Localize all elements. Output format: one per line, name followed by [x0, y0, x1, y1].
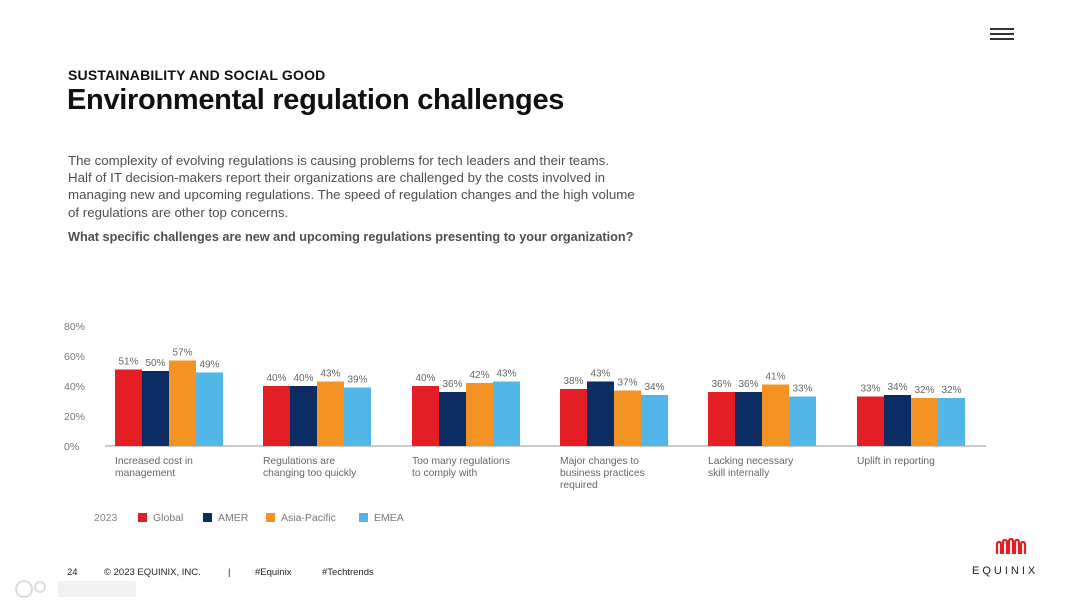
bar-value-label: 43% [590, 369, 610, 380]
bar-value-label: 41% [765, 372, 785, 383]
category-label: changing too quickly [263, 468, 357, 479]
bar-value-label: 43% [496, 369, 516, 380]
bar-emea-5 [938, 398, 965, 446]
bar-value-label: 34% [644, 382, 664, 393]
y-tick-label: 80% [64, 321, 85, 333]
bar-amer-1 [290, 386, 317, 446]
bar-value-label: 33% [792, 384, 812, 395]
category-label: Major changes to [560, 456, 639, 467]
page-number: 24 [67, 567, 78, 578]
category-label: skill internally [708, 468, 770, 479]
category-label: Regulations are [263, 456, 335, 467]
bar-asia-pacific-3 [614, 390, 641, 446]
category-label: management [115, 468, 175, 479]
bar-amer-4 [735, 392, 762, 446]
bar-value-label: 36% [442, 379, 462, 390]
page-title: Environmental regulation challenges [67, 84, 565, 116]
bar-value-label: 34% [887, 382, 907, 393]
bar-asia-pacific-5 [911, 398, 938, 446]
body-copy: The complexity of evolving regulations i… [68, 153, 635, 220]
bar-value-label: 43% [320, 369, 340, 380]
copyright: © 2023 EQUINIX, INC. [104, 567, 201, 578]
bar-value-label: 39% [347, 375, 367, 386]
legend-swatch-amer [203, 513, 212, 522]
category-label: Too many regulations [412, 456, 510, 467]
y-tick-label: 0% [64, 441, 79, 453]
legend-label: EMEA [374, 512, 404, 524]
bar-value-label: 36% [738, 379, 758, 390]
bar-amer-2 [439, 392, 466, 446]
category-label: Uplift in reporting [857, 456, 935, 467]
bar-asia-pacific-2 [466, 383, 493, 446]
legend-label: AMER [218, 512, 249, 524]
hashtag-techtrends[interactable]: #Techtrends [322, 567, 374, 578]
bar-emea-4 [789, 396, 816, 446]
legend-swatch-asia-pacific [266, 513, 275, 522]
bar-value-label: 49% [199, 360, 219, 371]
bar-value-label: 51% [118, 357, 138, 368]
footer-separator: | [228, 567, 231, 578]
bar-value-label: 42% [469, 370, 489, 381]
bar-asia-pacific-1 [317, 381, 344, 446]
y-tick-label: 20% [64, 411, 85, 423]
bar-value-label: 40% [293, 373, 313, 384]
bar-value-label: 50% [145, 358, 165, 369]
bar-emea-1 [344, 387, 371, 446]
category-label: to comply with [412, 468, 478, 479]
bar-amer-3 [587, 381, 614, 446]
category-label: Lacking necessary [708, 456, 794, 467]
hashtag-equinix[interactable]: #Equinix [255, 567, 292, 578]
legend-swatch-emea [359, 513, 368, 522]
bar-global-2 [412, 386, 439, 446]
bar-value-label: 57% [172, 348, 192, 359]
bar-value-label: 38% [563, 376, 583, 387]
category-label: required [560, 480, 598, 491]
bar-value-label: 32% [941, 385, 961, 396]
bar-amer-0 [142, 371, 169, 446]
bar-asia-pacific-4 [762, 384, 789, 446]
equinix-wordmark: EQUINIX [972, 565, 1039, 577]
category-label: Increased cost in [115, 456, 193, 467]
legend-label: Asia-Pacific [281, 512, 336, 524]
y-tick-label: 60% [64, 351, 85, 363]
legend-label: Global [153, 512, 183, 524]
legend-year: 2023 [94, 512, 118, 524]
bar-value-label: 37% [617, 378, 637, 389]
bar-global-0 [115, 369, 142, 446]
watermark-icon [15, 580, 136, 598]
bar-amer-5 [884, 395, 911, 446]
bar-global-3 [560, 389, 587, 446]
equinix-logo-icon [995, 538, 1027, 554]
bar-emea-0 [196, 372, 223, 446]
bar-value-label: 33% [860, 384, 880, 395]
survey-question: What specific challenges are new and upc… [68, 230, 634, 244]
bar-value-label: 40% [266, 373, 286, 384]
bar-emea-2 [493, 381, 520, 446]
category-label: business practices [560, 468, 645, 479]
y-tick-label: 40% [64, 381, 85, 393]
legend-swatch-global [138, 513, 147, 522]
bar-asia-pacific-0 [169, 360, 196, 446]
bar-value-label: 36% [711, 379, 731, 390]
bar-value-label: 40% [415, 373, 435, 384]
bar-global-5 [857, 396, 884, 446]
menu-icon[interactable] [990, 28, 1014, 42]
bar-emea-3 [641, 395, 668, 446]
bar-global-4 [708, 392, 735, 446]
section-eyebrow: SUSTAINABILITY AND SOCIAL GOOD [68, 67, 326, 83]
bar-value-label: 32% [914, 385, 934, 396]
bar-global-1 [263, 386, 290, 446]
